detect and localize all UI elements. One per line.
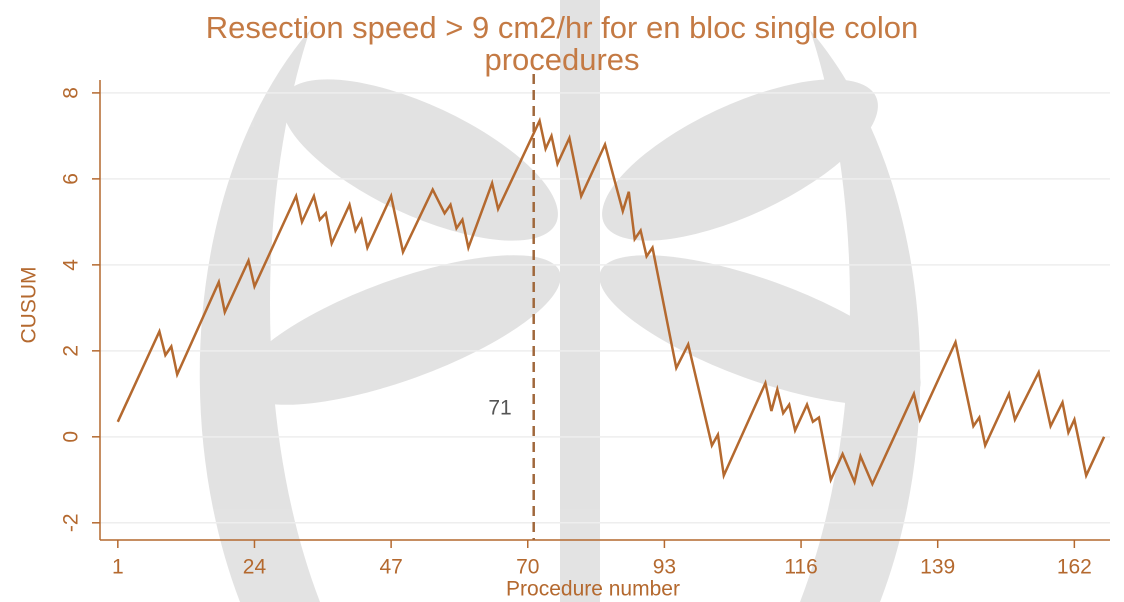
y-tick-label: 0	[60, 431, 83, 443]
x-axis-label: Procedure number	[506, 578, 680, 601]
x-tick-label: 116	[784, 556, 817, 579]
y-tick-label: 4	[60, 259, 83, 271]
y-tick-label: 6	[60, 173, 83, 185]
y-tick-label: -2	[60, 513, 83, 532]
x-tick-label: 47	[379, 556, 402, 579]
y-axis-label: CUSUM	[18, 267, 41, 344]
x-tick-label: 162	[1057, 556, 1092, 579]
chart-title: Resection speed > 9 cm2/hr for en bloc s…	[205, 10, 919, 77]
y-tick-label: 8	[60, 87, 83, 99]
y-tick-label: 2	[60, 345, 83, 357]
x-tick-label: 93	[653, 556, 676, 579]
data-line	[116, 116, 1106, 488]
x-tick-label: 139	[920, 556, 955, 579]
reference-label: 71	[488, 396, 511, 419]
x-tick-label: 1	[112, 556, 124, 579]
x-tick-label: 70	[516, 556, 539, 579]
watermark	[199, 0, 921, 602]
x-tick-label: 24	[243, 556, 267, 579]
